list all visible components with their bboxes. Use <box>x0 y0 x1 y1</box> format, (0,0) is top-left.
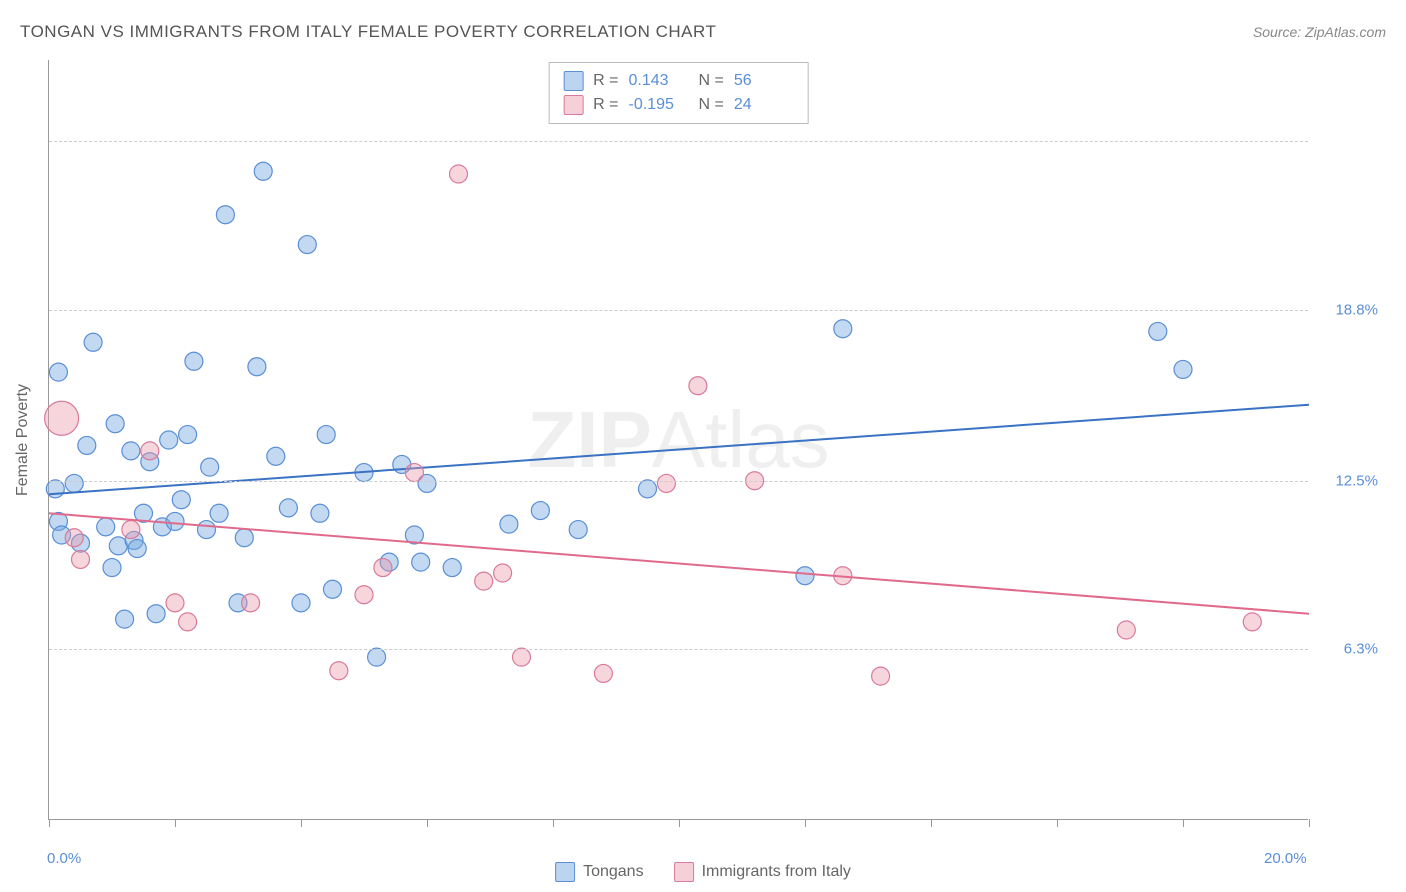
data-point <box>311 504 329 522</box>
plot-area: ZIPAtlas R = 0.143 N = 56 R = -0.195 N =… <box>48 60 1308 820</box>
data-point <box>172 491 190 509</box>
data-point <box>298 236 316 254</box>
data-point <box>475 572 493 590</box>
data-point <box>65 529 83 547</box>
data-point <box>1243 613 1261 631</box>
data-point <box>513 648 531 666</box>
data-point <box>569 521 587 539</box>
y-tick-label: 6.3% <box>1318 641 1378 658</box>
data-point <box>179 426 197 444</box>
data-point <box>1174 360 1192 378</box>
data-point <box>330 662 348 680</box>
x-tick-label: 0.0% <box>47 850 81 867</box>
data-point <box>122 442 140 460</box>
x-tick <box>301 819 302 827</box>
data-point <box>450 165 468 183</box>
data-point <box>1117 621 1135 639</box>
data-point <box>103 559 121 577</box>
data-point <box>179 613 197 631</box>
x-tick <box>553 819 554 827</box>
data-point <box>317 426 335 444</box>
data-point <box>45 401 79 435</box>
source-citation: Source: ZipAtlas.com <box>1253 24 1386 40</box>
data-point <box>594 664 612 682</box>
gridline <box>49 649 1308 650</box>
data-point <box>872 667 890 685</box>
data-point <box>72 550 90 568</box>
data-point <box>248 358 266 376</box>
data-point <box>122 521 140 539</box>
data-point <box>639 480 657 498</box>
bottom-legend: Tongans Immigrants from Italy <box>555 862 851 882</box>
data-point <box>1149 322 1167 340</box>
data-point <box>116 610 134 628</box>
data-point <box>689 377 707 395</box>
x-tick <box>931 819 932 827</box>
data-point <box>368 648 386 666</box>
data-point <box>324 580 342 598</box>
data-point <box>405 464 423 482</box>
data-point <box>279 499 297 517</box>
data-point <box>128 540 146 558</box>
x-tick-label: 20.0% <box>1264 850 1307 867</box>
data-point <box>201 458 219 476</box>
data-point <box>49 363 67 381</box>
data-point <box>292 594 310 612</box>
x-tick <box>1057 819 1058 827</box>
chart-title: TONGAN VS IMMIGRANTS FROM ITALY FEMALE P… <box>20 22 716 42</box>
data-point <box>106 415 124 433</box>
x-tick <box>175 819 176 827</box>
data-point <box>198 521 216 539</box>
data-point <box>355 586 373 604</box>
data-point <box>78 436 96 454</box>
x-tick <box>679 819 680 827</box>
x-tick <box>805 819 806 827</box>
data-point <box>254 162 272 180</box>
y-tick-label: 12.5% <box>1318 472 1378 489</box>
gridline <box>49 310 1308 311</box>
y-axis-title: Female Poverty <box>14 384 32 496</box>
data-point <box>166 512 184 530</box>
data-point <box>141 442 159 460</box>
swatch-icon <box>674 862 694 882</box>
data-point <box>412 553 430 571</box>
x-tick <box>1183 819 1184 827</box>
scatter-svg <box>49 60 1308 819</box>
data-point <box>834 320 852 338</box>
x-tick <box>427 819 428 827</box>
legend-item-tongans: Tongans <box>555 862 644 882</box>
gridline <box>49 141 1308 142</box>
legend-label: Tongans <box>583 863 644 881</box>
legend-item-italy: Immigrants from Italy <box>674 862 851 882</box>
x-tick <box>49 819 50 827</box>
data-point <box>531 502 549 520</box>
data-point <box>185 352 203 370</box>
data-point <box>97 518 115 536</box>
data-point <box>374 559 392 577</box>
data-point <box>65 474 83 492</box>
data-point <box>494 564 512 582</box>
data-point <box>657 474 675 492</box>
data-point <box>166 594 184 612</box>
data-point <box>235 529 253 547</box>
gridline <box>49 481 1308 482</box>
legend-label: Immigrants from Italy <box>702 863 851 881</box>
data-point <box>242 594 260 612</box>
data-point <box>796 567 814 585</box>
data-point <box>443 559 461 577</box>
x-tick <box>1309 819 1310 827</box>
data-point <box>160 431 178 449</box>
data-point <box>500 515 518 533</box>
swatch-icon <box>555 862 575 882</box>
data-point <box>267 447 285 465</box>
y-tick-label: 18.8% <box>1318 301 1378 318</box>
data-point <box>216 206 234 224</box>
data-point <box>210 504 228 522</box>
data-point <box>147 605 165 623</box>
data-point <box>84 333 102 351</box>
data-point <box>46 480 64 498</box>
